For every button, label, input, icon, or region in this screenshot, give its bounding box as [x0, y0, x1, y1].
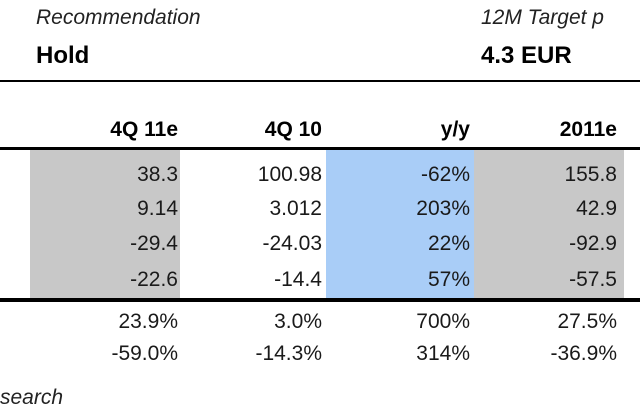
source-note: search — [0, 386, 64, 409]
column-header-2011e: 2011e — [559, 118, 617, 141]
table-cell: 314% — [416, 342, 470, 365]
table-cell: -29.4 — [130, 232, 178, 255]
table-cell: 155.8 — [564, 163, 617, 186]
shaded-column-2011e — [474, 150, 624, 298]
table-cell: -14.3% — [255, 342, 322, 365]
table-cell: 38.3 — [137, 163, 178, 186]
shaded-column-4q11e — [30, 150, 180, 298]
table-cell: 27.5% — [557, 310, 617, 333]
table-cell: -22.6 — [130, 268, 178, 291]
table-cell: 42.9 — [576, 197, 617, 220]
target-price-label: 12M Target p — [481, 6, 604, 29]
recommendation-value: Hold — [36, 42, 90, 69]
table-cell: -14.4 — [274, 268, 322, 291]
header-divider — [0, 80, 640, 82]
table-cell: 3.0% — [274, 310, 322, 333]
target-price-value: 4.3 EUR — [481, 42, 572, 69]
table-cell: -62% — [420, 163, 470, 186]
table-cell: 100.98 — [257, 163, 322, 186]
table-cell: -92.9 — [569, 232, 617, 255]
table-header-rule — [0, 147, 640, 150]
column-header-4q11e: 4Q 11e — [110, 118, 178, 141]
table-section-rule — [0, 298, 640, 302]
table-cell: 203% — [416, 197, 470, 220]
table-cell: 9.14 — [137, 197, 178, 220]
column-header-yy: y/y — [440, 118, 470, 141]
column-header-4q10: 4Q 10 — [264, 118, 322, 141]
table-cell: 57% — [427, 268, 470, 291]
table-cell: -57.5 — [569, 268, 617, 291]
highlighted-column-yy — [326, 150, 474, 298]
table-cell: 700% — [416, 310, 470, 333]
table-cell: 23.9% — [118, 310, 178, 333]
table-cell: -59.0% — [111, 342, 178, 365]
table-cell: 3.012 — [269, 197, 322, 220]
table-cell: -24.03 — [262, 232, 322, 255]
table-cell: 22% — [427, 232, 470, 255]
recommendation-label: Recommendation — [36, 6, 201, 29]
table-cell: -36.9% — [550, 342, 617, 365]
